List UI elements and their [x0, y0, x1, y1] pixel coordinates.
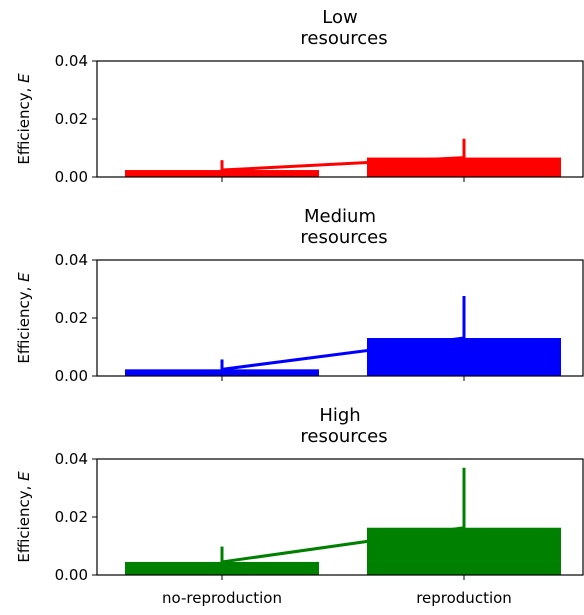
y-tick-label: 0.02	[55, 508, 88, 526]
y-tick-label: 0.00	[55, 566, 88, 584]
trend-line	[221, 336, 465, 371]
y-axis-label: Efficiency, E	[15, 471, 33, 563]
y-tick-label: 0.02	[55, 309, 88, 327]
chart-panel-3: High resources 0.00 0.02 0.04 Efficiency, E no…	[15, 405, 584, 607]
y-tick-label: 0.04	[55, 52, 88, 70]
y-tick-label: 0.00	[55, 367, 88, 385]
x-tick-label-no-reproduction: no-reproduction	[162, 589, 282, 607]
chart-panel-2: Medium resources 0.00 0.02 0.04 Efficiency, E	[15, 206, 584, 385]
chart-title: Medium resources	[300, 206, 387, 248]
trend-line	[221, 526, 465, 564]
y-tick-label: 0.02	[55, 110, 88, 128]
trend-line	[221, 156, 465, 172]
y-axis-label: Efficiency, E	[15, 272, 33, 364]
y-axis-label: Efficiency, E	[15, 73, 33, 165]
x-tick-label-reproduction: reproduction	[416, 589, 512, 607]
chart-title: High resources	[300, 405, 387, 447]
y-tick-label: 0.04	[55, 251, 88, 269]
chart-title: Low resources	[300, 7, 387, 49]
chart-panel-1: Low resources 0.00 0.02 0.04 Efficiency, E	[15, 7, 584, 186]
y-tick-label: 0.00	[55, 168, 88, 186]
y-tick-label: 0.04	[55, 450, 88, 468]
